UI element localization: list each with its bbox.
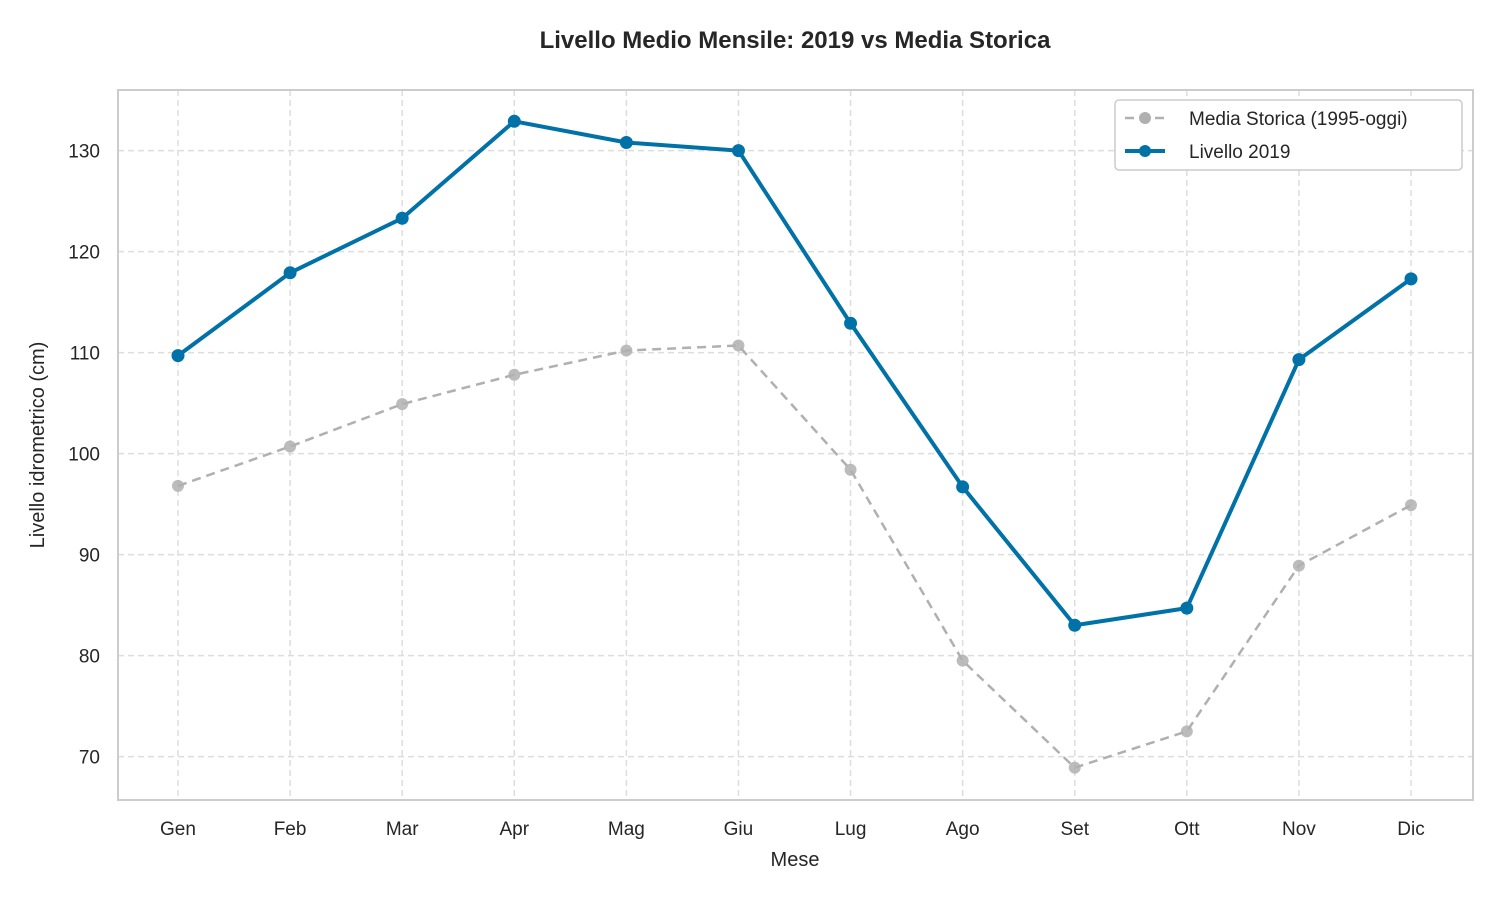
data-point — [844, 316, 858, 330]
data-point — [1404, 272, 1418, 286]
data-point — [1405, 499, 1417, 512]
x-axis-label: Mese — [771, 849, 820, 871]
data-point — [1180, 601, 1194, 615]
y-tick-label: 80 — [79, 647, 100, 668]
y-tick-label: 120 — [68, 243, 100, 264]
data-point — [731, 144, 745, 158]
y-axis-label: Livello idrometrico (cm) — [27, 342, 49, 549]
legend-swatch-marker — [1139, 145, 1151, 157]
data-point — [507, 114, 521, 128]
series-line-0 — [177, 344, 1412, 769]
x-tick-label: Gen — [160, 819, 196, 840]
chart-title: Livello Medio Mensile: 2019 vs Media Sto… — [540, 27, 1051, 54]
x-tick-label: Mar — [386, 819, 419, 840]
y-tick-label: 100 — [68, 445, 100, 466]
data-point — [508, 368, 521, 381]
x-tick-label: Feb — [274, 819, 307, 840]
data-point — [171, 349, 185, 363]
data-point — [284, 440, 297, 453]
x-tick-label: Giu — [724, 819, 754, 840]
data-point — [172, 479, 184, 492]
data-point — [844, 463, 857, 476]
legend-box — [1114, 99, 1463, 171]
data-point — [956, 654, 969, 667]
x-tick-label: Ago — [946, 819, 980, 840]
legend-swatch-marker — [1139, 112, 1151, 124]
y-tick-label: 130 — [68, 142, 100, 163]
data-point — [1292, 559, 1305, 572]
data-point — [1068, 761, 1081, 774]
data-point — [395, 211, 409, 225]
legend-label: Media Storica (1995-oggi) — [1189, 109, 1408, 130]
y-axis: 70 80 90 100 110 120 130 — [68, 142, 100, 769]
x-tick-label: Nov — [1282, 819, 1316, 840]
x-tick-label: Set — [1060, 819, 1089, 840]
series-line-1 — [176, 119, 1413, 628]
x-axis: Gen Feb Mar Apr Mag Giu Lug Ago Set Ott Nov Dic — [160, 819, 1425, 840]
data-point — [283, 266, 297, 280]
x-tick-label: Lug — [835, 819, 867, 840]
x-tick-label: Apr — [499, 819, 529, 840]
data-point — [620, 344, 633, 357]
y-tick-label: 90 — [79, 546, 100, 567]
data-point — [619, 136, 633, 150]
grid — [118, 90, 1473, 800]
plot-frame — [117, 89, 1474, 801]
data-point — [396, 398, 409, 411]
data-point — [1292, 353, 1306, 367]
series-group — [171, 114, 1418, 774]
data-point — [1068, 618, 1082, 632]
data-point — [1180, 725, 1193, 738]
x-tick-label: Ott — [1174, 819, 1200, 840]
data-point — [732, 339, 745, 352]
legend-label: Livello 2019 — [1189, 142, 1290, 163]
x-tick-label: Mag — [608, 819, 645, 840]
x-tick-label: Dic — [1397, 819, 1424, 840]
legend: Media Storica (1995-oggi) Livello 2019 — [1114, 99, 1463, 171]
y-tick-label: 110 — [70, 344, 100, 365]
y-tick-label: 70 — [79, 748, 100, 769]
data-point — [956, 480, 970, 494]
